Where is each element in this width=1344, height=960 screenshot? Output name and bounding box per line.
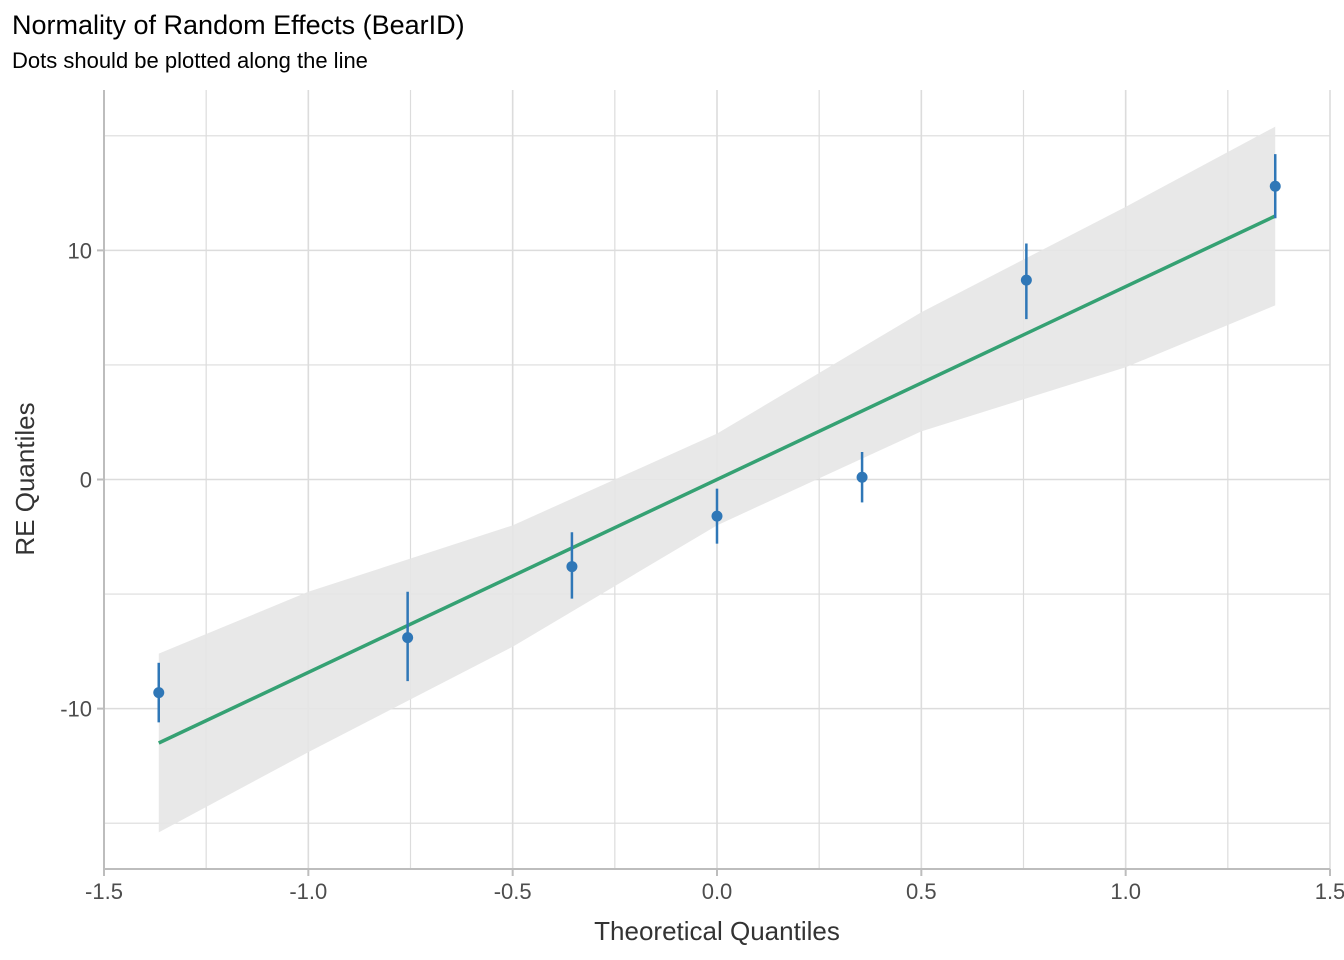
x-tick-label: -0.5 [494,879,532,904]
chart-subtitle: Dots should be plotted along the line [12,48,368,73]
y-tick-label: 0 [80,468,92,493]
x-axis-title: Theoretical Quantiles [594,916,840,946]
y-tick-label: 10 [68,238,92,263]
x-tick-label: 0.5 [906,879,937,904]
x-tick-label: -1.5 [85,879,123,904]
chart-title: Normality of Random Effects (BearID) [12,10,465,40]
x-tick-label: 1.0 [1110,879,1141,904]
reference-line [158,214,1276,745]
x-tick-label: 1.5 [1315,879,1344,904]
data-point [856,471,868,483]
y-axis-title: RE Quantiles [10,402,40,555]
points-layer [153,154,1281,723]
data-point [566,561,578,573]
x-tick-label: -1.0 [289,879,327,904]
data-point [1269,180,1281,192]
tick-labels: -1.5 -1.0 -0.5 0.0 0.5 1.0 1.5 -10 0 10 [60,238,1344,904]
data-point [1020,274,1032,286]
x-tick-label: 0.0 [702,879,733,904]
axes [97,90,1331,876]
reference-line-layer [158,214,1276,745]
data-point [402,632,414,644]
data-point [711,510,723,522]
data-point [153,687,165,699]
y-tick-label: -10 [60,697,92,722]
